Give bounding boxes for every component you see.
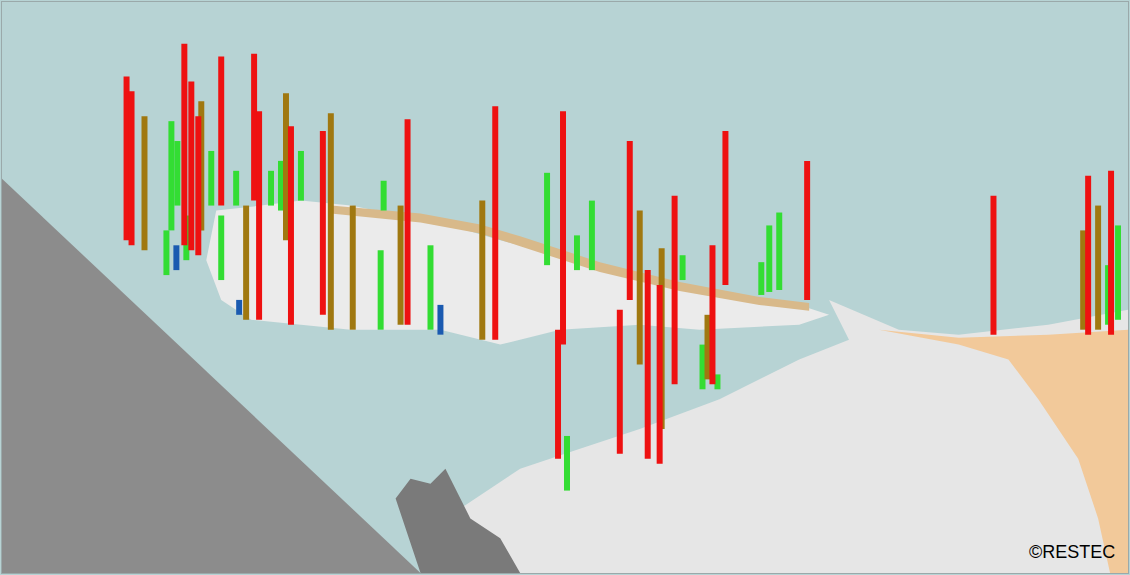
svg-text:©RESTEC: ©RESTEC (1029, 542, 1115, 562)
